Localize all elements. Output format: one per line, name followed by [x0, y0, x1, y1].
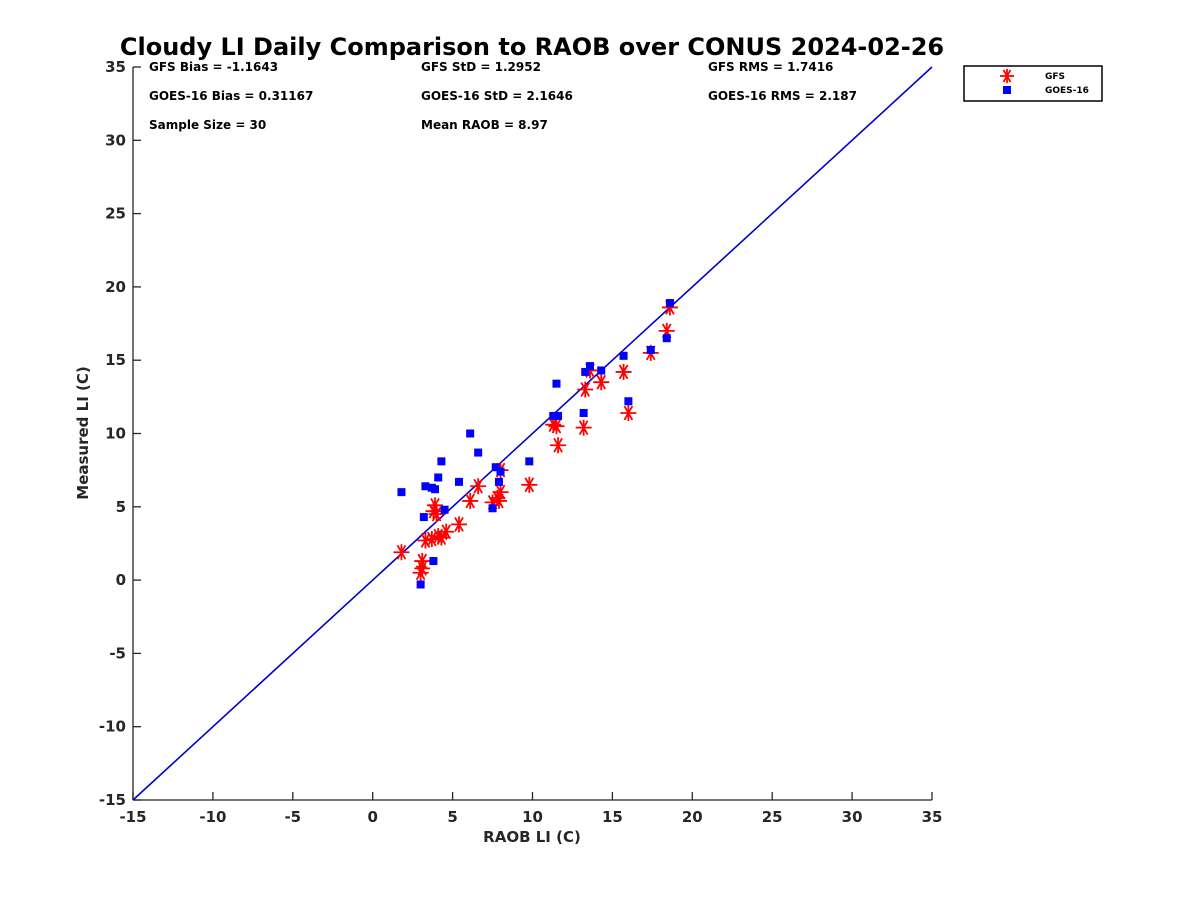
x-tick-label: 15	[602, 808, 623, 826]
legend-gfs-label: GFS	[1045, 72, 1065, 82]
y-tick-label: -15	[99, 791, 126, 809]
y-axis-ticks: 35 30 25 20 15 10 5 0 -5 -10 -15	[99, 58, 141, 809]
goes-16-point	[454, 477, 463, 486]
x-tick-label: 5	[447, 808, 457, 826]
stats-block: GFS Bias = -1.1643 GFS StD = 1.2952 GFS RM…	[149, 60, 857, 132]
gfs-point	[550, 437, 567, 454]
gfs-point	[470, 478, 487, 495]
goes-16-point	[429, 557, 438, 566]
x-tick-label: 30	[842, 808, 863, 826]
x-axis-ticks: -15 -10 -5 0 5 10 15 20 25 30 35	[119, 792, 942, 826]
legend-goes-16-marker	[1003, 86, 1011, 94]
y-tick-label: 0	[116, 571, 126, 589]
stat-label: GOES-16 Bias = 0.31167	[149, 89, 313, 103]
one-to-one-line	[132, 66, 933, 801]
goes-16-point	[488, 504, 497, 513]
gfs-point	[427, 497, 444, 514]
goes-16-point	[416, 580, 425, 589]
goes-16-point	[549, 411, 558, 420]
gfs-point	[450, 516, 467, 533]
gfs-point	[521, 476, 538, 493]
y-tick-label: 5	[116, 498, 126, 516]
goes-16-point	[624, 397, 633, 406]
x-tick-label: -5	[284, 808, 301, 826]
goes-16-point	[552, 379, 561, 388]
goes-16-point	[581, 367, 590, 376]
legend: GFS GOES-16	[963, 65, 1103, 102]
series-layer	[393, 299, 678, 589]
gfs-point	[428, 506, 445, 523]
legend-gfs-marker	[1000, 69, 1014, 83]
goes-16-point	[586, 362, 595, 371]
goes-16-point	[619, 351, 628, 360]
goes-16-point	[421, 482, 430, 491]
goes-16-point	[397, 488, 406, 497]
gfs-point	[577, 381, 594, 398]
stat-label: GFS Bias = -1.1643	[149, 60, 278, 74]
y-tick-label: 10	[105, 425, 126, 443]
goes-16-point	[491, 463, 500, 472]
x-tick-label: 10	[522, 808, 543, 826]
goes-16-point	[525, 457, 534, 466]
goes-16-point	[474, 448, 483, 457]
goes-16-point	[437, 457, 446, 466]
goes-16-point	[554, 411, 563, 420]
gfs-point	[548, 418, 565, 435]
stat-label: Mean RAOB = 8.97	[421, 118, 548, 132]
gfs-point	[575, 419, 592, 436]
gfs-point	[414, 553, 431, 570]
goes-16-point	[646, 345, 655, 354]
y-tick-label: 15	[105, 351, 126, 369]
y-tick-label: -5	[109, 644, 126, 662]
series-gfs	[393, 299, 678, 581]
y-tick-label: 25	[105, 205, 126, 223]
gfs-point	[620, 404, 637, 421]
y-tick-label: 30	[105, 131, 126, 149]
legend-goes-16-label: GOES-16	[1045, 86, 1089, 96]
gfs-point	[615, 363, 632, 380]
stat-label: GOES-16 StD = 2.1646	[421, 89, 573, 103]
x-tick-label: 0	[367, 808, 377, 826]
goes-16-point	[419, 513, 428, 522]
gfs-point	[462, 492, 479, 509]
goes-16-point	[466, 429, 475, 438]
goes-16-point	[434, 473, 443, 482]
stat-label: GFS StD = 1.2952	[421, 60, 541, 74]
x-axis-label: RAOB LI (C)	[483, 828, 581, 846]
series-goes-16	[397, 299, 674, 589]
y-tick-label: -10	[99, 718, 126, 736]
x-tick-label: -10	[199, 808, 226, 826]
stat-label: GOES-16 RMS = 2.187	[708, 89, 857, 103]
goes-16-point	[496, 467, 505, 476]
goes-16-point	[431, 485, 440, 494]
x-tick-label: -15	[119, 808, 146, 826]
goes-16-point	[440, 505, 449, 514]
stat-label: GFS RMS = 1.7416	[708, 60, 833, 74]
x-tick-label: 20	[682, 808, 703, 826]
y-tick-label: 35	[105, 58, 126, 76]
gfs-point	[438, 523, 455, 540]
gfs-point	[492, 484, 509, 501]
goes-16-point	[579, 408, 588, 417]
legend-box	[963, 65, 1103, 102]
goes-16-point	[662, 334, 671, 343]
plot-area: -15 -10 -5 0 5 10 15 20 25 30 35 35302520151050-5-…	[99, 58, 943, 826]
chart-title: Cloudy LI Daily Comparison to RAOB over …	[120, 33, 944, 61]
y-tick-label: 20	[105, 278, 126, 296]
gfs-point	[593, 374, 610, 391]
goes-16-point	[494, 477, 503, 486]
goes-16-point	[665, 299, 674, 308]
stat-label: Sample Size = 30	[149, 118, 266, 132]
x-tick-label: 25	[762, 808, 783, 826]
x-tick-label: 35	[922, 808, 943, 826]
gfs-point	[393, 544, 410, 561]
goes-16-point	[597, 366, 606, 375]
y-axis-label: Measured LI (C)	[74, 366, 92, 499]
